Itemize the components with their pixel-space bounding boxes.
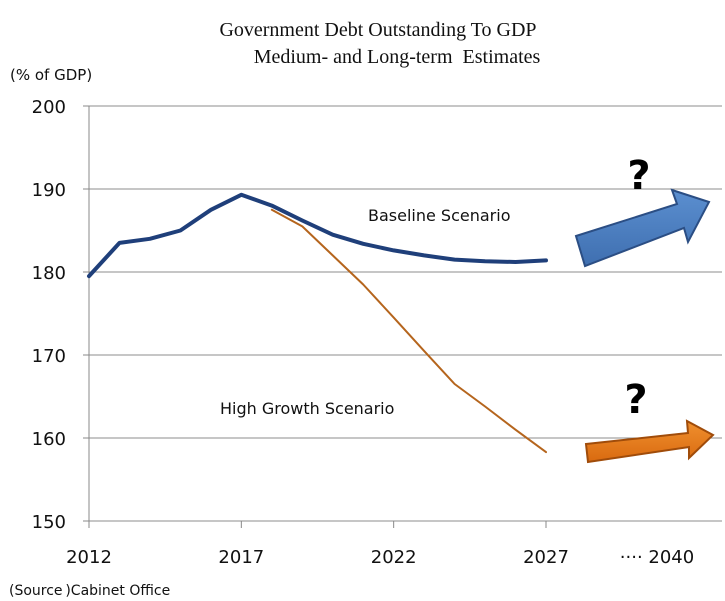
x-tick-label: 2012	[66, 547, 112, 568]
y-tick-label: 170	[32, 346, 66, 367]
y-tick-label: 160	[32, 429, 66, 450]
source-note: (Source )Cabinet Office	[9, 583, 170, 599]
baseline-trend-arrow	[574, 188, 711, 268]
series-label-baseline: Baseline Scenario	[368, 206, 510, 225]
series-label-high-growth: High Growth Scenario	[220, 399, 394, 418]
y-axis-label: (% of GDP)	[10, 66, 92, 84]
gridlines	[89, 105, 722, 522]
y-tick-label: 180	[32, 263, 66, 284]
x-tick-label: 2017	[218, 547, 264, 568]
y-axis-ticks: 150 160 170 180 190 200	[32, 97, 89, 533]
y-tick-label: 150	[32, 512, 66, 533]
y-tick-label: 190	[32, 180, 66, 201]
chart-title: Government Debt Outstanding To GDP	[219, 19, 536, 41]
x-axis-extension-label: ···· 2040	[620, 547, 694, 568]
chart-subtitle: Medium- and Long-term Estimates	[254, 46, 541, 68]
y-tick-label: 200	[32, 97, 66, 118]
x-tick-label: 2027	[523, 547, 569, 568]
x-axis-ticks: 2012 2017 2022 2027	[66, 521, 569, 568]
high-growth-series-line	[270, 208, 547, 454]
high-growth-trend-arrow	[584, 419, 715, 464]
baseline-series-line	[87, 192, 548, 279]
x-tick-label: 2022	[371, 547, 417, 568]
high-growth-question-mark: ?	[624, 377, 647, 423]
series-layer	[87, 192, 548, 454]
baseline-question-mark: ?	[627, 153, 650, 199]
